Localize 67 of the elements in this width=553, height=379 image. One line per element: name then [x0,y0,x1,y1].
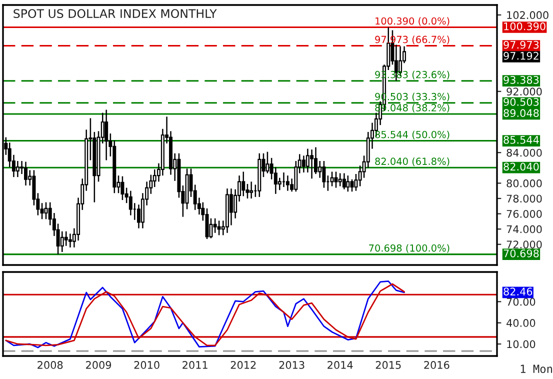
candlestick [213,218,217,234]
candlestick [60,230,64,253]
candlestick [24,161,28,186]
y-tick-label: 40.00 [506,319,536,327]
x-tick-label: 2015 [376,361,401,369]
candlestick [310,148,314,180]
candlestick [274,166,278,195]
ref-line-label: 100.390 (0.0%) [376,17,450,26]
candlestick [314,146,318,175]
candlestick [64,230,68,247]
candlestick [346,174,350,192]
ref-line-label: 70.698 (100.0%) [369,244,450,253]
candlestick [334,171,338,188]
candlestick [350,178,354,192]
y-tick-label: 92.000 [506,88,542,96]
candlestick [32,170,36,206]
candlestick [68,233,72,248]
candlestick [250,181,254,200]
text: 82.46 [504,288,532,296]
x-tick-label: 2011 [182,361,208,369]
annotation: 85.544 [504,136,539,144]
ref-line-label: 85.544 (50.0%) [375,130,450,140]
candlestick [128,190,132,216]
y-tick-label: 76.000 [506,210,542,218]
annotation: 70.698 [504,249,539,258]
annotation: 82.040 [504,162,539,171]
x-tick-label: 2013 [279,361,304,369]
candlestick [120,176,124,201]
text: 97.192 [504,52,538,60]
x-tick-label: 2014 [328,361,353,369]
candlestick [322,160,326,188]
y-tick-label: 74.000 [506,225,542,234]
candlestick [217,220,221,236]
x-tick-label: 2009 [86,361,112,369]
candlestick [286,174,290,192]
candlestick [330,171,334,187]
x-tick-label: 2010 [134,361,160,369]
annotation: 93.383 [504,76,539,84]
candlestick [40,202,44,220]
candlestick [209,218,213,239]
annotation: 90.503 [504,98,539,106]
candlestick [104,109,108,161]
y-tick-label: 70.00 [506,298,536,306]
y-tick-label: 10.00 [507,340,536,348]
x-tick-label: 2008 [38,361,63,369]
y-tick-label: 78.000 [506,194,542,203]
x-tick-label: 2016 [424,361,450,369]
candlestick [318,160,322,178]
candlestick [342,172,346,190]
annotation: 89.048 [504,109,539,118]
candlestick [242,171,246,197]
candlestick [16,160,20,178]
ref-line-label: 82.040 (61.8%) [375,157,450,166]
chart-title: SPOT US DOLLAR INDEX MONTHLY [14,9,217,18]
annotation: 100.390 [504,22,546,30]
candlestick [354,173,358,192]
y-tick-label: 80.000 [506,179,542,188]
candlestick [229,188,233,226]
candlestick [302,155,306,174]
annotation: 97.973 [504,40,539,49]
y-tick-label: 84.000 [506,148,542,157]
y-tick-label: 102.000 [507,11,548,20]
candlestick [338,172,342,187]
x-tick-label: 2012 [230,361,256,369]
candlestick [266,151,270,174]
x-axis-title: 1 Mon [520,364,552,374]
y-tick-label: 72.000 [506,240,542,248]
